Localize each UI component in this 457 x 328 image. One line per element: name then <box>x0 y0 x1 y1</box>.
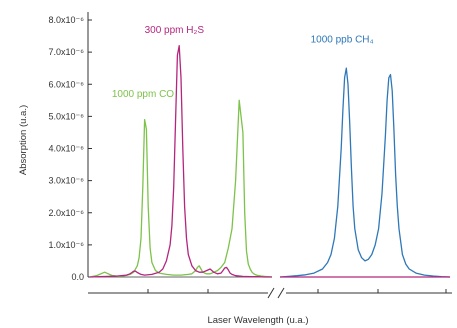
series-line <box>89 45 272 278</box>
axis-break-mark <box>277 287 285 299</box>
series-line <box>279 67 451 278</box>
x-axis <box>88 276 452 299</box>
series-label: 1000 ppb CH₄ <box>311 34 374 45</box>
axis-break-mark <box>267 287 275 299</box>
y-tick-label: 3.0x10⁻⁶ <box>49 176 85 186</box>
y-tick-label: 4.0x10⁻⁶ <box>49 144 85 154</box>
y-tick-label: 1.0x10⁻⁶ <box>49 240 85 250</box>
series-label: 1000 ppm CO <box>112 89 174 100</box>
y-tick-label: 6.0x10⁻⁶ <box>49 79 85 89</box>
series-label: 300 ppm H₂S <box>145 25 205 36</box>
x-axis-title: Laser Wavelength (u.a.) <box>207 315 308 326</box>
y-axis: 0.0 1.0x10⁻⁶ 2.0x10⁻⁶ 3.0x10⁻⁶ 4.0x10⁻⁶ 5.0x1… <box>49 12 92 282</box>
y-axis-title: Absorption (u.a.) <box>18 105 29 175</box>
series-layer <box>89 45 451 278</box>
series-line <box>89 99 273 278</box>
y-tick-label: 5.0x10⁻⁶ <box>49 111 85 121</box>
y-tick-label: 0.0 <box>71 272 84 282</box>
y-tick-label: 7.0x10⁻⁶ <box>49 47 85 57</box>
y-tick-label: 2.0x10⁻⁶ <box>49 208 85 218</box>
series-label-layer: 1000 ppm CO 300 ppm H₂S 1000 ppb CH₄ <box>112 25 374 100</box>
y-tick-label: 8.0x10⁻⁶ <box>49 15 85 25</box>
